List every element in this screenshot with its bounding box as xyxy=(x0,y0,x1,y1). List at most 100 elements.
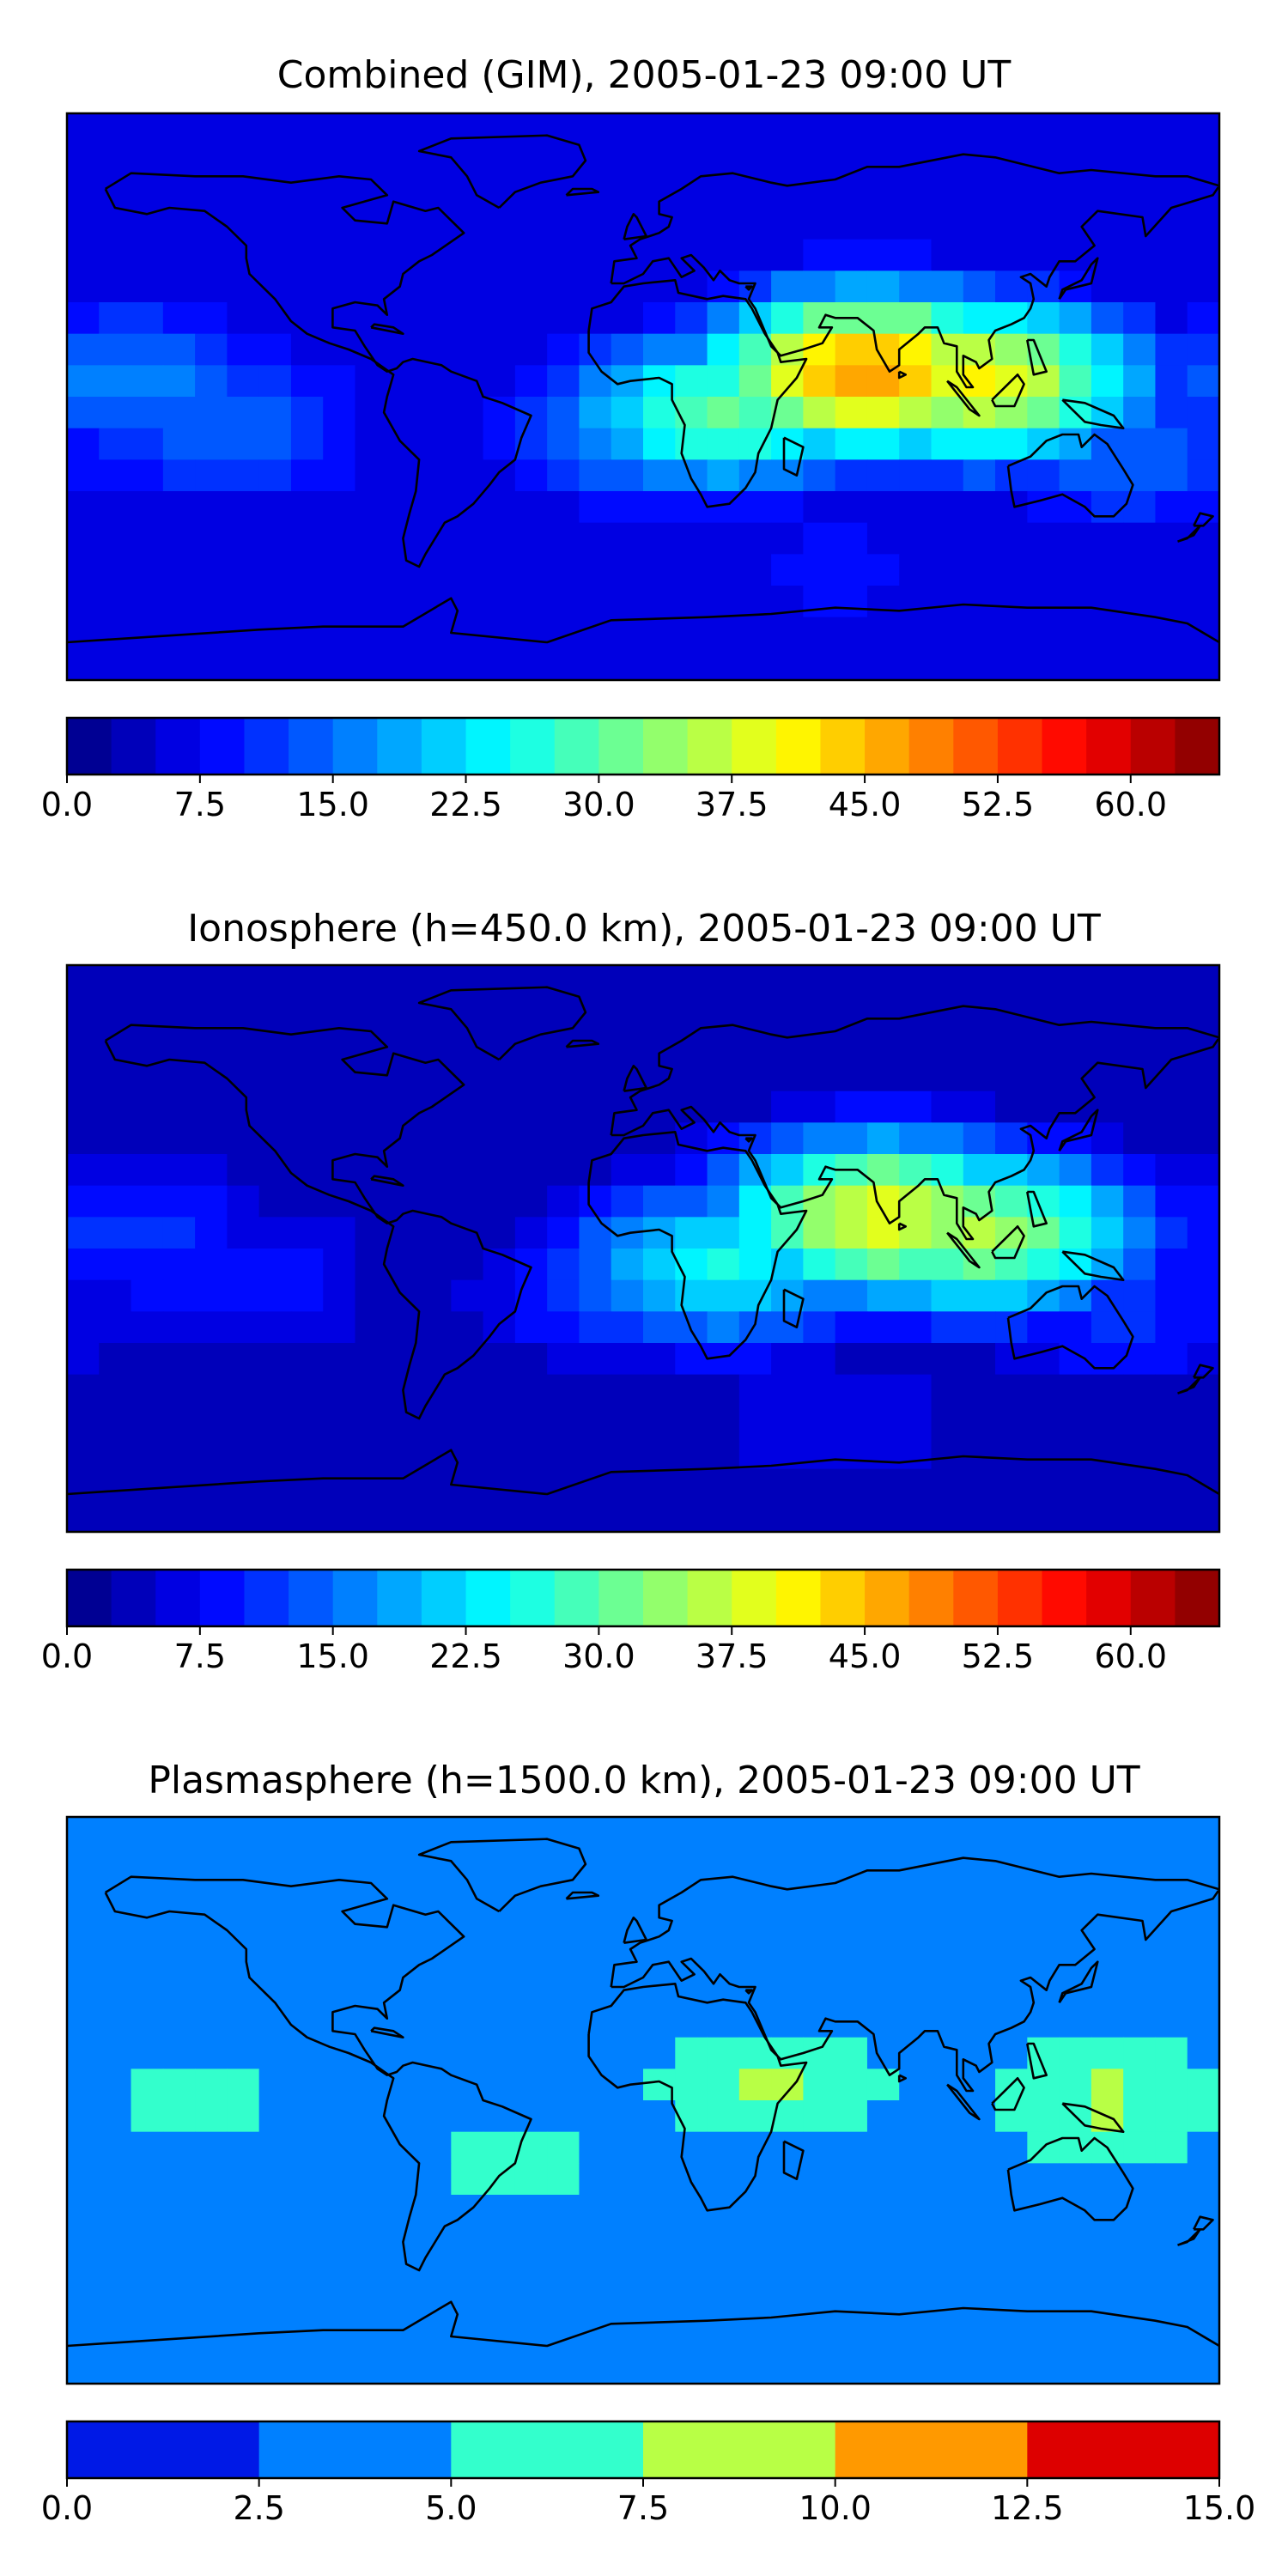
colorbar-segment xyxy=(908,1570,954,1626)
field-cell xyxy=(290,1279,324,1312)
field-cell xyxy=(835,1817,868,1850)
field-cell xyxy=(258,2131,292,2164)
field-cell xyxy=(258,1249,292,1281)
field-cell xyxy=(99,1974,132,2007)
field-cell xyxy=(162,1880,196,1912)
field-cell xyxy=(995,965,1028,998)
field-cell xyxy=(579,1343,612,1376)
field-cell xyxy=(899,1279,932,1312)
field-cell xyxy=(514,1468,548,1501)
coastline xyxy=(623,1917,648,1944)
field-cell xyxy=(899,176,932,209)
field-cell xyxy=(227,2289,260,2322)
field-cell xyxy=(611,1437,644,1470)
field-cell xyxy=(227,522,260,555)
field-cell xyxy=(131,1406,164,1438)
field-cell xyxy=(227,144,260,177)
field-cell xyxy=(835,1437,868,1470)
field-cell xyxy=(67,397,100,429)
field-cell xyxy=(162,239,196,271)
field-cell xyxy=(1155,2257,1188,2290)
field-cell xyxy=(290,522,324,555)
colorbar-segment xyxy=(465,1570,511,1626)
field-cell xyxy=(643,2289,676,2322)
field-cell xyxy=(675,459,708,492)
field-cell xyxy=(738,491,772,524)
field-cell xyxy=(258,2037,292,2069)
colorbar-tick-label: 30.0 xyxy=(562,1637,635,1675)
field-cell xyxy=(611,1942,644,1975)
field-cell xyxy=(258,239,292,271)
colorbar-tick-label: 7.5 xyxy=(174,786,226,823)
field-cell xyxy=(99,1028,132,1060)
coastline xyxy=(565,1891,600,1900)
field-cell xyxy=(579,1060,612,1092)
field-cell xyxy=(1155,365,1188,398)
field-cell xyxy=(1123,965,1156,998)
field-cell xyxy=(1059,1817,1092,1850)
field-cell xyxy=(1155,1249,1188,1281)
field-cell xyxy=(835,2037,868,2069)
field-cell xyxy=(1187,491,1219,524)
field-cell xyxy=(514,648,548,680)
field-cell xyxy=(483,2320,516,2353)
field-cell xyxy=(738,2037,772,2069)
field-cell xyxy=(899,1343,932,1376)
field-cell xyxy=(899,2069,932,2101)
field-cell xyxy=(1187,1311,1219,1344)
field-cell xyxy=(1059,1437,1092,1470)
field-cell xyxy=(611,428,644,460)
field-cell xyxy=(1027,113,1060,146)
field-cell xyxy=(419,1279,452,1312)
field-cell xyxy=(483,1343,516,1376)
field-cell xyxy=(1027,522,1060,555)
field-cell xyxy=(899,2037,932,2069)
field-cell xyxy=(1027,554,1060,586)
field-cell xyxy=(899,2257,932,2290)
field-cell xyxy=(611,1279,644,1312)
field-cell xyxy=(227,1942,260,1975)
field-cell xyxy=(323,365,355,398)
field-cell xyxy=(323,617,355,649)
field-cell xyxy=(323,2163,355,2196)
field-cell xyxy=(67,1468,100,1501)
colorbar-segment xyxy=(775,718,822,775)
field-cell xyxy=(195,1249,228,1281)
field-cell xyxy=(1091,302,1124,335)
field-cell xyxy=(227,1185,260,1218)
field-cell xyxy=(803,1279,836,1312)
field-cell xyxy=(386,2257,420,2290)
field-cell xyxy=(643,2320,676,2353)
field-cell xyxy=(675,996,708,1029)
field-cell xyxy=(323,2100,355,2133)
field-cell xyxy=(99,1311,132,1344)
field-cell xyxy=(195,1817,228,1850)
field-cell xyxy=(611,965,644,998)
colorbar-segment xyxy=(421,1570,467,1626)
field-cell xyxy=(995,1091,1028,1123)
field-cell xyxy=(162,270,196,303)
field-cell xyxy=(99,302,132,335)
field-cell xyxy=(579,1217,612,1249)
field-cell xyxy=(899,965,932,998)
field-cell xyxy=(899,2289,932,2322)
field-cell xyxy=(579,1911,612,1944)
field-cell xyxy=(675,113,708,146)
field-cell xyxy=(866,1374,900,1406)
field-cell xyxy=(1027,2163,1060,2196)
field-cell xyxy=(483,365,516,398)
field-cell xyxy=(707,1060,740,1092)
field-cell xyxy=(866,428,900,460)
field-cell xyxy=(866,1817,900,1850)
coastline xyxy=(1058,1960,1099,2004)
field-cell xyxy=(707,1880,740,1912)
field-cell xyxy=(675,1817,708,1850)
field-cell xyxy=(131,2037,164,2069)
field-cell xyxy=(355,1942,388,1975)
field-cell xyxy=(162,1848,196,1880)
field-cell xyxy=(99,1060,132,1092)
colorbar-segment xyxy=(377,1570,422,1626)
field-cell xyxy=(675,1437,708,1470)
field-cell xyxy=(99,2289,132,2322)
